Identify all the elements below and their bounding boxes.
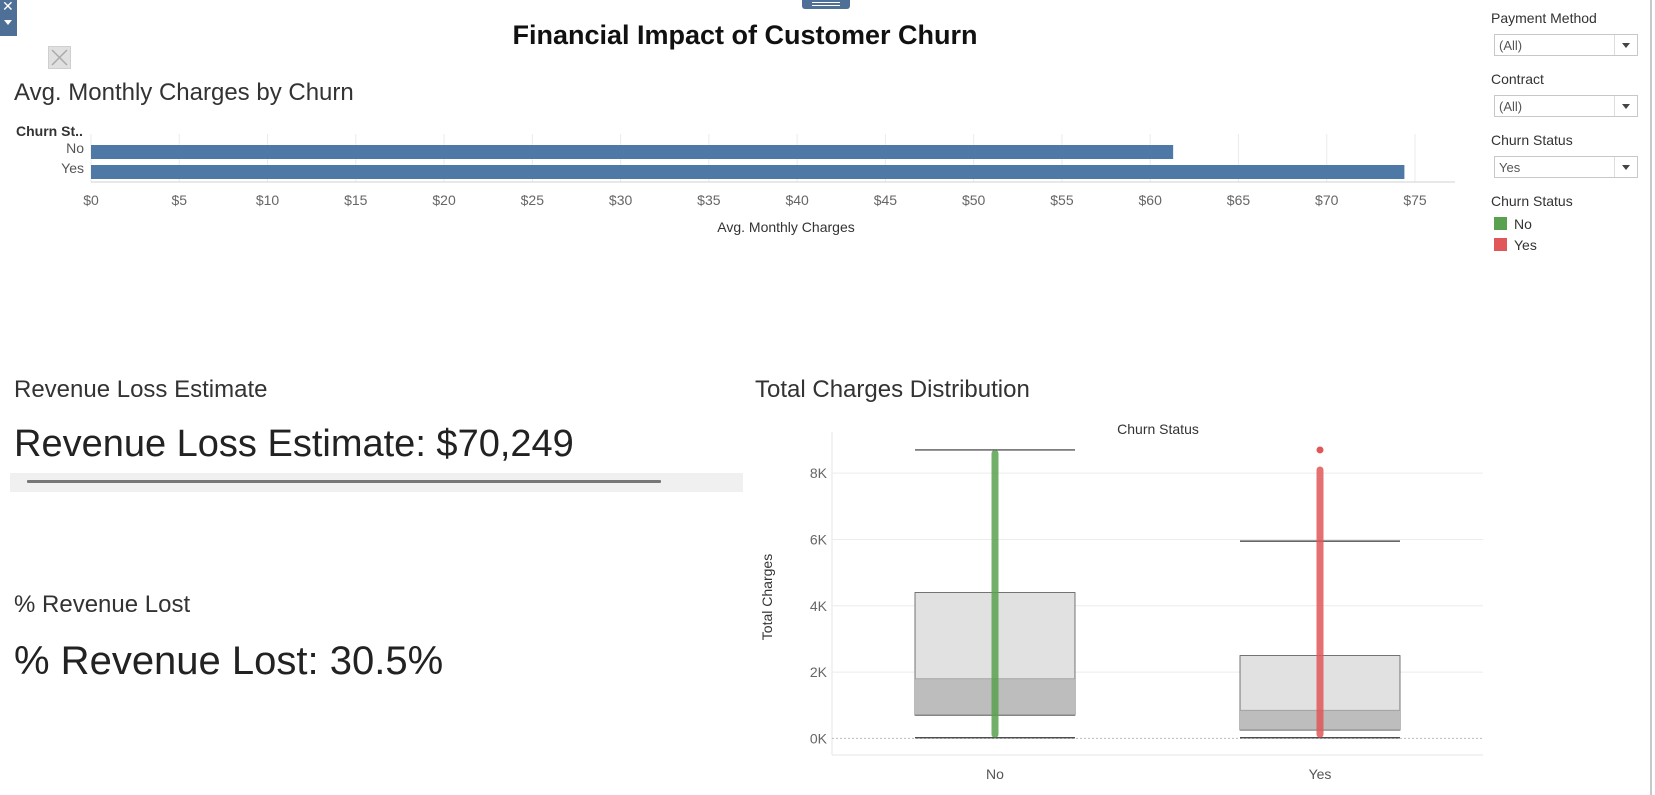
drag-handle-icon[interactable] bbox=[802, 0, 850, 9]
pct-lost-text: % Revenue Lost: 30.5% bbox=[14, 639, 444, 683]
row-label-no: No bbox=[66, 140, 84, 156]
legend-title: Churn Status bbox=[1491, 193, 1573, 209]
pct-lost-title: % Revenue Lost bbox=[14, 591, 191, 618]
vertical-scrollbar[interactable] bbox=[1650, 0, 1652, 795]
payment-method-dropdown[interactable]: (All) bbox=[1494, 34, 1638, 56]
revenue-loss-bar bbox=[27, 480, 661, 483]
x-tick-label: $25 bbox=[521, 192, 545, 208]
bar-yes bbox=[91, 165, 1405, 179]
y-tick-label: 0K bbox=[810, 730, 828, 746]
bar-no bbox=[91, 145, 1174, 159]
y-tick-label: 8K bbox=[810, 465, 828, 481]
y-tick-label: 4K bbox=[810, 598, 828, 614]
image-placeholder-icon bbox=[48, 46, 71, 69]
y-axis-title: Total Charges bbox=[759, 554, 775, 640]
x-tick-label: $60 bbox=[1139, 192, 1163, 208]
chevron-down-icon[interactable] bbox=[1614, 96, 1637, 116]
dropdown-value: (All) bbox=[1499, 38, 1523, 53]
x-tick-label: $10 bbox=[256, 192, 280, 208]
chevron-down-icon[interactable] bbox=[1614, 157, 1637, 177]
x-tick-label: $70 bbox=[1315, 192, 1339, 208]
y-tick-label: 6K bbox=[810, 531, 828, 547]
dropdown-value: Yes bbox=[1499, 160, 1521, 175]
x-tick-label: $45 bbox=[874, 192, 898, 208]
caret-down-icon[interactable] bbox=[4, 20, 12, 25]
legend-label: Yes bbox=[1514, 237, 1537, 253]
x-tick-label: $50 bbox=[962, 192, 986, 208]
close-tab[interactable]: ✕ bbox=[0, 0, 17, 36]
box-sheet-title: Total Charges Distribution bbox=[755, 376, 1030, 403]
dashboard-title: Financial Impact of Customer Churn bbox=[512, 20, 978, 50]
x-tick-label-no: No bbox=[986, 766, 1004, 782]
legend-label: No bbox=[1514, 216, 1532, 232]
x-tick-label: $20 bbox=[432, 192, 456, 208]
column-header: Churn Status bbox=[1117, 421, 1199, 437]
x-tick-label: $35 bbox=[697, 192, 721, 208]
row-label-yes: Yes bbox=[61, 160, 84, 176]
bar-chart: No Yes $0 $5 $10 $15 $20 $25 $30 $35 $40 $45 $50 $55 $… bbox=[61, 134, 1455, 235]
dropdown-value: (All) bbox=[1499, 99, 1523, 114]
filter-label-payment-method: Payment Method bbox=[1491, 10, 1597, 26]
churn-status-dropdown[interactable]: Yes bbox=[1494, 156, 1638, 178]
points-yes bbox=[1316, 466, 1324, 738]
x-tick-label: $5 bbox=[171, 192, 187, 208]
contract-dropdown[interactable]: (All) bbox=[1494, 95, 1638, 117]
revenue-loss-text: Revenue Loss Estimate: $70,249 bbox=[14, 423, 574, 465]
x-tick-label: $75 bbox=[1403, 192, 1427, 208]
x-tick-label: $0 bbox=[83, 192, 99, 208]
x-tick-label-yes: Yes bbox=[1309, 766, 1332, 782]
filter-label-churn-status: Churn Status bbox=[1491, 132, 1573, 148]
x-tick-label: $15 bbox=[344, 192, 368, 208]
chevron-down-icon[interactable] bbox=[1614, 35, 1637, 55]
x-tick-label: $30 bbox=[609, 192, 633, 208]
bar-sheet-title: Avg. Monthly Charges by Churn bbox=[14, 79, 354, 106]
revenue-loss-title: Revenue Loss Estimate bbox=[14, 376, 268, 403]
legend-swatch bbox=[1494, 217, 1507, 230]
legend-swatch bbox=[1494, 238, 1507, 251]
x-tick-label: $65 bbox=[1227, 192, 1251, 208]
x-tick-label: $55 bbox=[1050, 192, 1074, 208]
y-tick-label: 2K bbox=[810, 664, 828, 680]
points-no bbox=[991, 449, 999, 738]
close-icon[interactable]: ✕ bbox=[2, 0, 14, 14]
filter-label-contract: Contract bbox=[1491, 71, 1544, 87]
row-header: Churn St.. bbox=[16, 123, 83, 139]
box-plot-chart: Churn Status 0K 2K 4K 6K 8K Total Charges No Yes bbox=[759, 421, 1483, 782]
outlier-point bbox=[1316, 446, 1324, 454]
x-tick-label: $40 bbox=[785, 192, 809, 208]
x-axis-title: Avg. Monthly Charges bbox=[717, 219, 854, 235]
